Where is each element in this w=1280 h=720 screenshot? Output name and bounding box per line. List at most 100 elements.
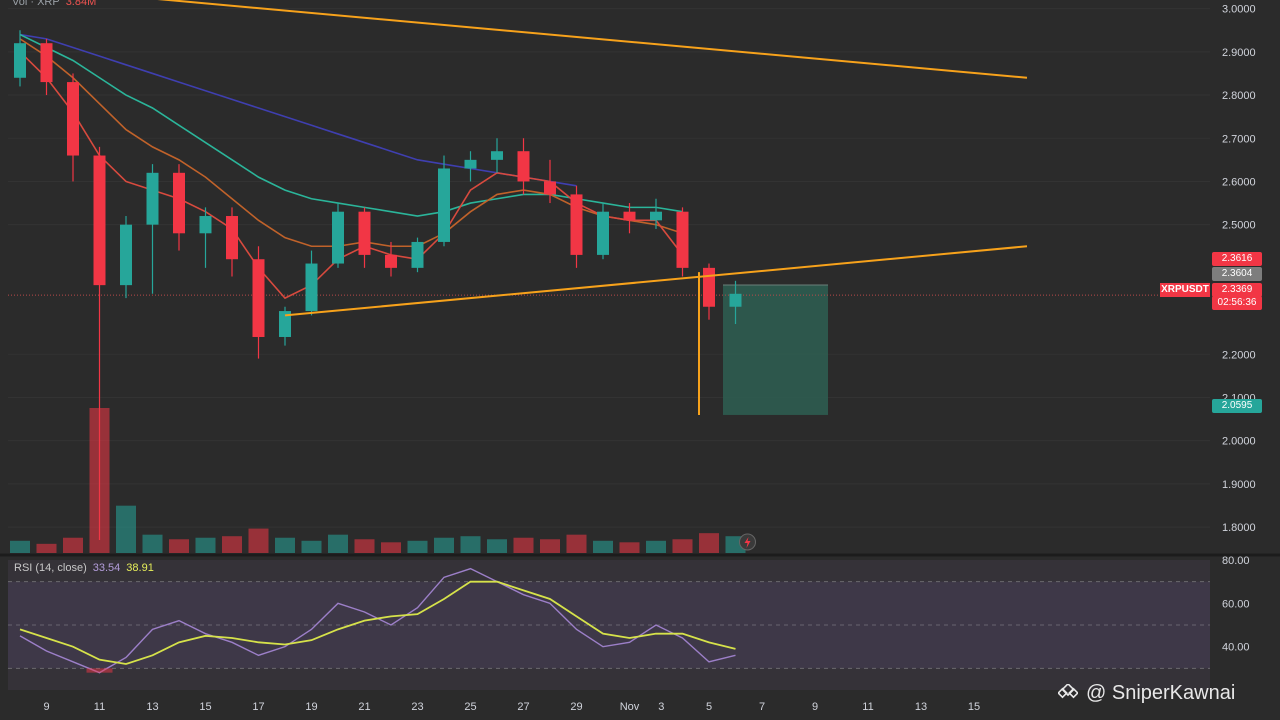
volume-bar [381, 542, 401, 553]
volume-bar [36, 543, 57, 553]
candle-body [146, 172, 159, 225]
time-tick-label: 13 [915, 701, 927, 713]
price-tick-label: 1.8000 [1222, 522, 1256, 534]
time-tick-label: 19 [305, 701, 317, 713]
candle-body [544, 181, 556, 195]
volume-bar [195, 537, 216, 553]
volume-bar [434, 537, 454, 553]
volume-bar [487, 539, 507, 553]
volume-bar [248, 528, 269, 553]
volume-bar [672, 539, 693, 553]
price-label-grey: 2.3604 [1212, 267, 1262, 281]
volume-legend-label: Vol · XRP [12, 0, 60, 8]
volume-bar [407, 540, 428, 553]
time-tick-label: 27 [517, 701, 529, 713]
candle-body [40, 43, 53, 83]
candle-body [332, 211, 344, 264]
time-tick-label: 21 [358, 701, 370, 713]
volume-bar [142, 534, 163, 553]
candle-body [358, 211, 371, 255]
candle-body [252, 259, 265, 337]
volume-bar [63, 537, 83, 553]
symbol-tag: XRPUSDT [1160, 283, 1210, 297]
rsi-tick-label: 80.00 [1222, 555, 1250, 567]
candle-body [279, 311, 291, 337]
price-tick-label: 3.0000 [1222, 4, 1256, 16]
volume-bar [619, 542, 640, 553]
price-label-target: 2.0595 [1212, 399, 1262, 413]
price-tick-label: 2.5000 [1222, 220, 1256, 232]
candle-body [14, 43, 26, 78]
volume-bar [10, 540, 30, 553]
candle-body [491, 151, 503, 160]
volume-bar [301, 540, 322, 553]
volume-bar [354, 539, 375, 553]
volume-bar [513, 537, 534, 553]
time-tick-label: 9 [43, 701, 49, 713]
candle-body [650, 211, 662, 221]
rsi-band-fill [8, 581, 1210, 669]
trendline [157, 0, 1028, 79]
volume-bar [169, 539, 189, 553]
price-tick-label: 2.0000 [1222, 436, 1256, 448]
candle-body [464, 159, 477, 169]
candle-body [623, 211, 636, 221]
candle-body [676, 211, 689, 268]
time-tick-label: 23 [411, 701, 423, 713]
candle-body [93, 155, 106, 286]
candle-body [226, 216, 238, 260]
time-tick-label: 3 [658, 701, 664, 713]
volume-bar [460, 536, 481, 553]
price-tick-label: 2.6000 [1222, 176, 1256, 188]
price-label-last: 2.3369 [1212, 283, 1262, 297]
candle-body [703, 267, 715, 307]
candle-body [411, 241, 424, 268]
volume-bar [116, 505, 136, 553]
volume-bar [699, 533, 719, 553]
candle-body [120, 224, 132, 286]
price-label-upper: 2.3616 [1212, 252, 1262, 266]
candle-body [517, 151, 530, 182]
rsi-ma-value: 38.91 [126, 562, 154, 574]
rsi-series-line [19, 580, 736, 665]
candle-body [385, 254, 397, 268]
time-tick-label: 25 [464, 701, 476, 713]
time-tick-label: 11 [94, 701, 105, 713]
volume-bar [566, 534, 587, 553]
time-tick-label: 11 [862, 701, 873, 713]
rsi-value: 33.54 [92, 562, 121, 574]
volume-bar [540, 539, 560, 553]
time-tick-label: 29 [570, 701, 582, 713]
time-tick-label: 15 [199, 701, 211, 713]
time-tick-label: Nov [620, 701, 640, 713]
volume-bar [222, 536, 242, 553]
rsi-legend: RSI (14, close) 33.54 38.91 [14, 562, 154, 574]
candle-body [438, 168, 450, 242]
rsi-tick-label: 60.00 [1222, 598, 1250, 610]
candle-body [199, 216, 212, 234]
price-tick-label: 2.8000 [1222, 90, 1256, 102]
watermark: @ SniperKawnai [1058, 682, 1235, 705]
rsi-oversold-fill [86, 668, 113, 673]
watermark-text: @ SniperKawnai [1086, 682, 1236, 704]
moving-average-line [19, 33, 577, 187]
diamond-logo-icon [1058, 683, 1078, 698]
time-tick-label: 5 [706, 701, 712, 713]
time-tick-label: 17 [252, 701, 264, 713]
time-tick-label: 15 [968, 701, 980, 713]
candle-body [570, 194, 583, 255]
countdown-label: 02:56:36 [1212, 296, 1262, 310]
price-tick-label: 2.7000 [1222, 133, 1256, 145]
candle-body [305, 263, 318, 312]
candle-body [597, 211, 609, 255]
volume-legend-value: 3.84M [65, 0, 97, 8]
candle-body [173, 172, 185, 234]
rsi-legend-label: RSI (14, close) [14, 562, 87, 574]
volume-bar [275, 537, 295, 553]
alert-bolt-glyph [744, 537, 751, 548]
trendline [284, 245, 1028, 317]
volume-bar [328, 534, 348, 553]
volume-bar [646, 540, 666, 553]
